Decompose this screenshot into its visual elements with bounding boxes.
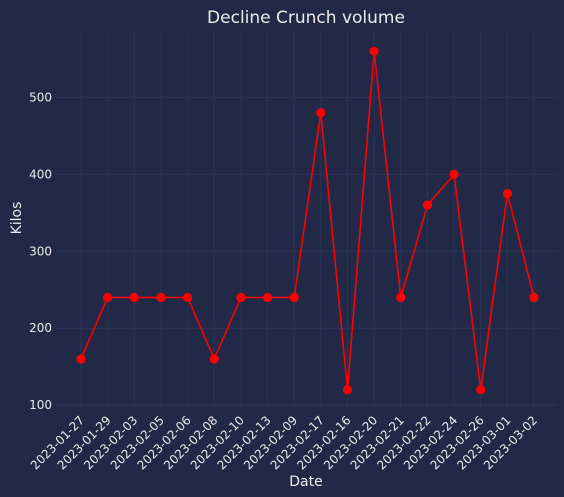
x-axis-title: Date <box>289 474 322 490</box>
data-point <box>342 385 353 395</box>
y-tick-label: 400 <box>29 167 52 181</box>
data-point <box>262 292 273 303</box>
data-point <box>209 354 219 364</box>
data-point <box>183 292 193 303</box>
tick-labels: 1002003004005002023-01-272023-01-292023-… <box>28 90 540 472</box>
data-point <box>396 292 406 303</box>
data-point <box>316 108 326 118</box>
data-point <box>156 292 166 303</box>
y-tick-label: 200 <box>29 321 52 335</box>
series-line <box>80 50 535 391</box>
y-tick-label: 100 <box>29 398 52 412</box>
data-point <box>103 292 113 303</box>
data-point <box>129 292 139 303</box>
data-point <box>369 46 379 56</box>
y-tick-label: 300 <box>29 244 52 258</box>
data-point <box>502 188 512 199</box>
data-point <box>422 200 433 210</box>
data-point <box>529 292 539 303</box>
series-layer <box>76 46 539 395</box>
data-point <box>449 169 459 179</box>
data-point <box>236 292 246 303</box>
data-point <box>289 292 299 303</box>
chart-title: Decline Crunch volume <box>207 8 405 28</box>
data-point <box>76 354 86 364</box>
grid <box>56 32 557 409</box>
data-point <box>476 385 486 395</box>
y-axis-title: Kilos <box>9 202 25 235</box>
y-tick-label: 500 <box>29 90 52 104</box>
